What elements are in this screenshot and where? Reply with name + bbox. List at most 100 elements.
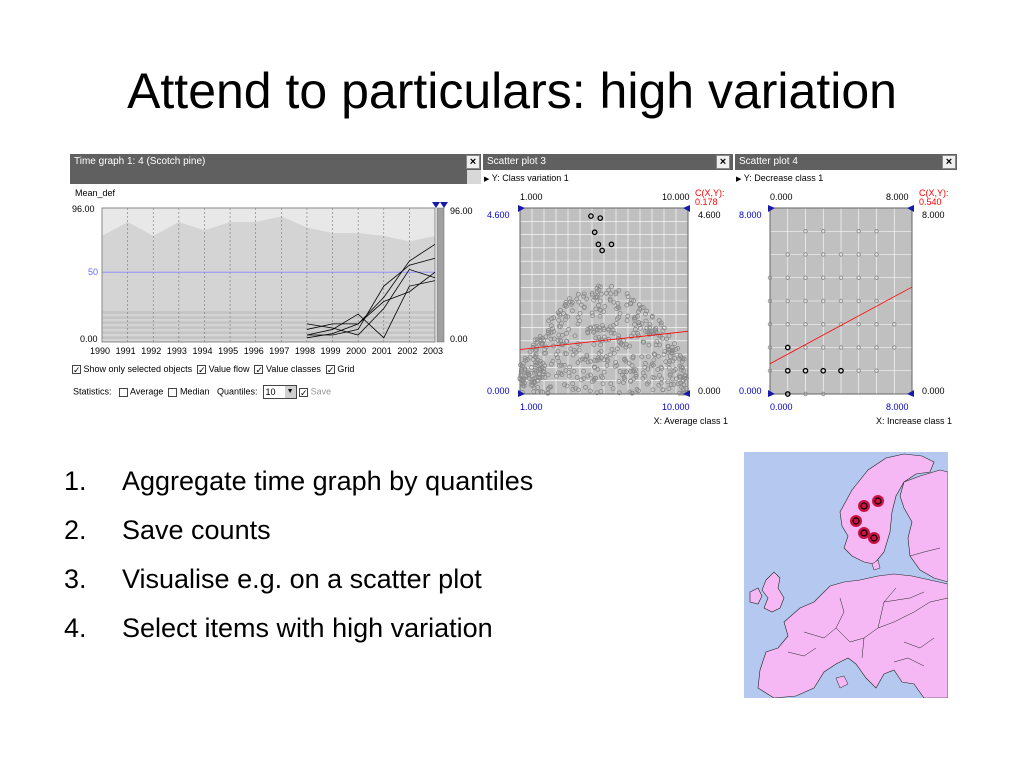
- axis-handle-icon: [768, 390, 775, 397]
- close-icon[interactable]: ×: [466, 155, 480, 169]
- data-point: [595, 355, 601, 361]
- quantiles-select[interactable]: 10 ▼: [262, 385, 297, 399]
- expand-icon[interactable]: ▶: [484, 176, 490, 183]
- data-point: [615, 300, 621, 306]
- data-point: [654, 339, 660, 345]
- x-max-bottom-label: 8.000: [886, 402, 909, 412]
- show-selected-checkbox[interactable]: ✓: [72, 365, 81, 376]
- data-point: [614, 306, 620, 311]
- data-point: [629, 297, 634, 303]
- data-point: [527, 349, 533, 355]
- y-max-left-label: 8.000: [739, 210, 762, 220]
- data-point: [584, 354, 590, 360]
- data-point: [598, 307, 604, 313]
- data-point: [856, 252, 861, 257]
- data-point: [573, 349, 579, 355]
- tick-label: 1999: [321, 346, 341, 356]
- data-point: [674, 352, 680, 358]
- right-max-label: 96.00: [450, 206, 473, 216]
- expand-icon[interactable]: ▶: [736, 176, 742, 183]
- data-point: [594, 294, 600, 300]
- series-line: [306, 243, 436, 330]
- data-point: [649, 361, 655, 367]
- data-point: [803, 391, 808, 397]
- data-point: [583, 384, 588, 390]
- data-point: [626, 360, 632, 366]
- data-point: [541, 350, 547, 356]
- x-min-bottom-label: 1.000: [520, 402, 543, 412]
- series-line: [306, 271, 436, 339]
- data-point: [594, 289, 600, 295]
- data-point: [614, 363, 620, 368]
- data-point: [567, 364, 573, 370]
- correlation-value: 0.540: [919, 197, 942, 207]
- data-point: [683, 373, 688, 379]
- quantiles-label: Quantiles:: [216, 386, 258, 397]
- highlighted-point: [820, 367, 827, 374]
- data-point: [597, 307, 603, 313]
- data-point: [636, 322, 642, 328]
- y-max-left-label: 4.600: [487, 210, 510, 220]
- map-marker[interactable]: [858, 527, 870, 539]
- data-point: [562, 382, 567, 388]
- value-classes-checkbox[interactable]: ✓: [254, 365, 264, 376]
- highlighted-point: [597, 215, 604, 221]
- data-point: [551, 329, 557, 335]
- data-point: [529, 380, 535, 385]
- data-point: [604, 356, 610, 362]
- value-flow-checkbox[interactable]: ✓: [197, 365, 207, 376]
- data-point: [838, 298, 844, 304]
- data-point: [661, 352, 667, 357]
- data-point: [522, 355, 528, 361]
- average-checkbox[interactable]: [119, 387, 129, 397]
- scatter3-titlebar[interactable]: Scatter plot 3: [483, 154, 733, 170]
- data-point: [614, 316, 620, 322]
- data-point: [856, 345, 861, 350]
- slide-title: Attend to particulars: high variation: [127, 63, 897, 119]
- data-point: [680, 379, 686, 384]
- data-point: [561, 362, 567, 368]
- data-point: [597, 284, 603, 290]
- data-point: [628, 378, 634, 384]
- data-point: [767, 322, 773, 327]
- map-marker[interactable]: [850, 515, 862, 527]
- close-icon[interactable]: ×: [716, 155, 730, 169]
- data-point: [556, 341, 562, 347]
- data-point: [563, 313, 569, 319]
- grid-checkbox[interactable]: ✓: [325, 365, 335, 376]
- data-point: [600, 381, 606, 387]
- data-point: [640, 305, 646, 310]
- highlighted-point: [595, 241, 602, 248]
- data-point: [821, 275, 826, 280]
- data-point: [581, 305, 587, 311]
- data-point: [613, 291, 619, 297]
- save-button[interactable]: Save: [310, 386, 332, 397]
- scatter4-y-label: ▶ Y: Decrease class 1: [736, 173, 823, 183]
- x-min-bottom-label: 0.000: [770, 402, 793, 412]
- data-point: [680, 378, 686, 383]
- data-point: [641, 339, 647, 345]
- time-graph-titlebar[interactable]: Time graph 1: 4 (Scotch pine): [70, 154, 481, 184]
- close-icon[interactable]: ×: [942, 155, 956, 169]
- data-point: [540, 360, 546, 366]
- data-point: [677, 353, 683, 359]
- data-point: [518, 369, 524, 374]
- data-point: [653, 327, 658, 333]
- data-point: [621, 369, 627, 375]
- map-marker[interactable]: [868, 532, 880, 544]
- data-point: [670, 358, 676, 364]
- map-markers: [850, 495, 884, 544]
- quantile-band: [102, 216, 435, 342]
- median-checkbox[interactable]: [168, 387, 178, 397]
- data-point: [546, 318, 552, 324]
- series-line: [306, 280, 436, 339]
- y-max-right-label: 4.600: [698, 210, 721, 220]
- data-point: [647, 322, 653, 327]
- map-marker[interactable]: [858, 500, 870, 512]
- scatter4-titlebar[interactable]: Scatter plot 4: [735, 154, 957, 170]
- data-point: [554, 373, 559, 379]
- y-min-right-label: 0.000: [922, 386, 945, 396]
- map-marker[interactable]: [872, 495, 884, 507]
- axis-handle-icon: [683, 205, 690, 212]
- save-checkbox[interactable]: ✓: [299, 387, 309, 398]
